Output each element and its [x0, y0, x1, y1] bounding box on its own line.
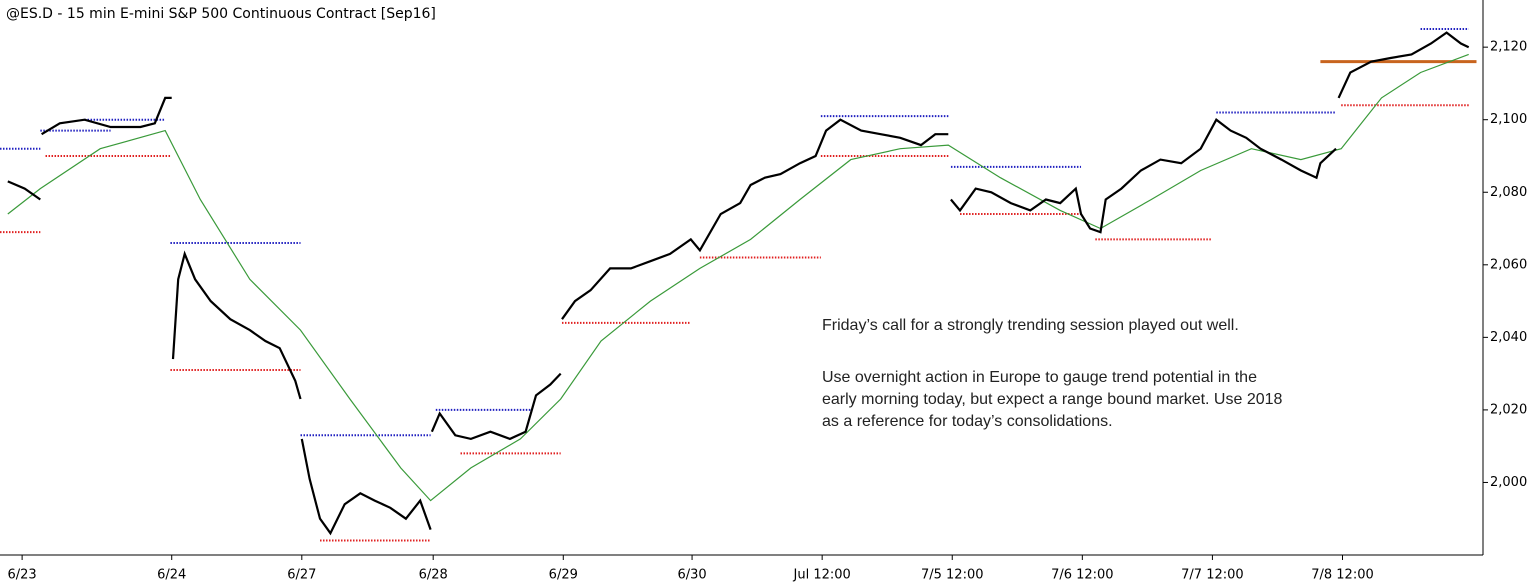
x-tick-label: 6/23: [8, 568, 37, 583]
x-tick-label: 6/29: [549, 568, 578, 583]
y-tick-label: 2,060: [1490, 257, 1527, 272]
x-tick-label: Jul 12:00: [793, 568, 851, 583]
x-tick-label: 7/8 12:00: [1311, 568, 1374, 583]
chart-title: @ES.D - 15 min E-mini S&P 500 Continuous…: [6, 6, 436, 22]
x-tick-label: 6/28: [419, 568, 448, 583]
y-tick-label: 2,000: [1490, 475, 1527, 490]
x-tick-label: 6/24: [157, 568, 186, 583]
y-tick-label: 2,100: [1490, 112, 1527, 127]
y-tick-label: 2,020: [1490, 402, 1527, 417]
annotation: as a reference for today’s consolidation…: [822, 413, 1113, 430]
x-tick-label: 7/6 12:00: [1051, 568, 1114, 583]
annotation: early morning today, but expect a range …: [822, 391, 1283, 408]
x-tick-label: 7/5 12:00: [921, 568, 984, 583]
average-line: [7, 53, 1469, 502]
annotation: Friday’s call for a strongly trending se…: [822, 317, 1239, 334]
y-tick-label: 2,120: [1490, 40, 1527, 55]
x-tick-label: 6/30: [677, 568, 706, 583]
y-tick-label: 2,080: [1490, 185, 1527, 200]
x-tick-label: 6/27: [287, 568, 316, 583]
x-tick-label: 7/7 12:00: [1181, 568, 1244, 583]
annotation: Use overnight action in Europe to gauge …: [822, 369, 1257, 386]
price-line: [7, 31, 1470, 536]
y-tick-label: 2,040: [1490, 330, 1527, 345]
